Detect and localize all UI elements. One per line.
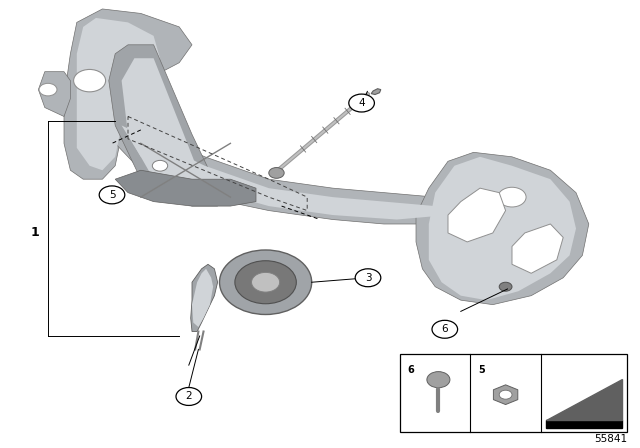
Polygon shape <box>429 157 576 300</box>
Polygon shape <box>546 379 622 420</box>
Text: 2: 2 <box>186 392 192 401</box>
Text: 4: 4 <box>358 98 365 108</box>
Text: 1: 1 <box>31 226 40 240</box>
Circle shape <box>176 388 202 405</box>
Text: 6: 6 <box>408 365 415 375</box>
Polygon shape <box>64 9 192 179</box>
Polygon shape <box>416 152 589 305</box>
Circle shape <box>427 372 450 388</box>
Circle shape <box>349 94 374 112</box>
Bar <box>400 354 627 432</box>
Text: 6: 6 <box>442 324 448 334</box>
Text: 3: 3 <box>365 273 371 283</box>
Circle shape <box>220 250 312 314</box>
Polygon shape <box>77 18 160 170</box>
Polygon shape <box>109 45 218 206</box>
Circle shape <box>39 83 57 96</box>
Circle shape <box>432 320 458 338</box>
Circle shape <box>252 272 280 292</box>
Text: 55841: 55841 <box>594 434 627 444</box>
Circle shape <box>74 69 106 92</box>
Circle shape <box>269 168 284 178</box>
Polygon shape <box>371 89 381 95</box>
Text: 5: 5 <box>109 190 115 200</box>
Polygon shape <box>546 420 622 428</box>
Text: 5: 5 <box>478 365 485 375</box>
Polygon shape <box>192 269 213 327</box>
Circle shape <box>499 282 512 291</box>
Circle shape <box>499 390 512 399</box>
Circle shape <box>235 261 296 304</box>
Polygon shape <box>115 170 256 206</box>
Polygon shape <box>38 72 70 116</box>
Polygon shape <box>448 188 506 242</box>
Polygon shape <box>512 224 563 273</box>
Circle shape <box>355 269 381 287</box>
Polygon shape <box>191 264 218 332</box>
Circle shape <box>152 160 168 171</box>
Circle shape <box>532 238 556 254</box>
Polygon shape <box>115 116 461 224</box>
Polygon shape <box>122 58 205 197</box>
Polygon shape <box>122 125 448 220</box>
Circle shape <box>498 187 526 207</box>
Circle shape <box>99 186 125 204</box>
